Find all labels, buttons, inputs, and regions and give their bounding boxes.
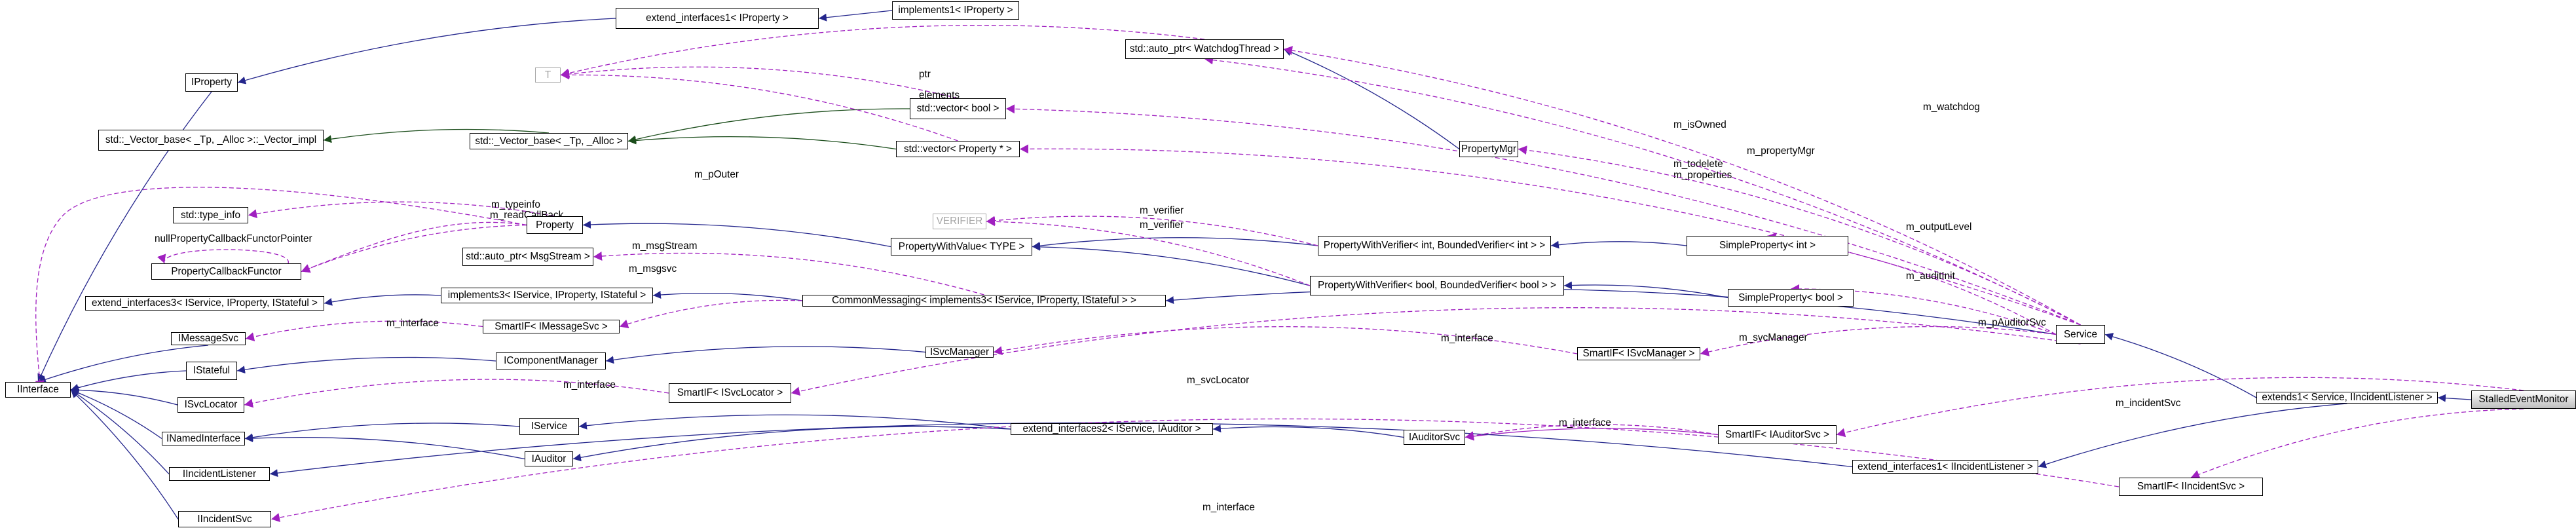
svg-text:m_properties: m_properties: [1673, 170, 1732, 181]
svg-text:m_auditInit: m_auditInit: [1906, 271, 1956, 282]
svg-text:m_interface: m_interface: [1203, 502, 1255, 513]
svg-text:m_interface: m_interface: [563, 379, 616, 390]
svg-text:m_incidentSvc: m_incidentSvc: [2116, 398, 2181, 409]
svg-text:ptr: ptr: [919, 69, 931, 80]
svg-text:m_pOuter: m_pOuter: [694, 169, 739, 180]
svg-text:m_typeinfo: m_typeinfo: [491, 199, 540, 210]
svg-text:m_interface: m_interface: [1441, 333, 1493, 344]
svg-text:m_isOwned: m_isOwned: [1673, 119, 1727, 130]
svg-text:m_todelete: m_todelete: [1673, 159, 1723, 170]
svg-text:m_pAuditorSvc: m_pAuditorSvc: [1978, 317, 2046, 328]
svg-text:m_msgsvc: m_msgsvc: [629, 263, 677, 274]
svg-text:m_interface: m_interface: [386, 318, 439, 329]
svg-text:m_propertyMgr: m_propertyMgr: [1747, 145, 1815, 157]
svg-text:m_verifier: m_verifier: [1140, 219, 1184, 231]
svg-text:nullPropertyCallbackFunctorPoi: nullPropertyCallbackFunctorPointer: [155, 233, 312, 244]
svg-text:m_svcLocator: m_svcLocator: [1187, 375, 1249, 386]
svg-text:m_interface: m_interface: [1559, 417, 1611, 428]
svg-text:m_svcManager: m_svcManager: [1739, 332, 1808, 343]
svg-text:m_msgStream: m_msgStream: [632, 240, 697, 252]
svg-text:m_watchdog: m_watchdog: [1923, 102, 1980, 113]
svg-text:m_outputLevel: m_outputLevel: [1906, 221, 1971, 233]
svg-text:m_verifier: m_verifier: [1140, 205, 1184, 216]
